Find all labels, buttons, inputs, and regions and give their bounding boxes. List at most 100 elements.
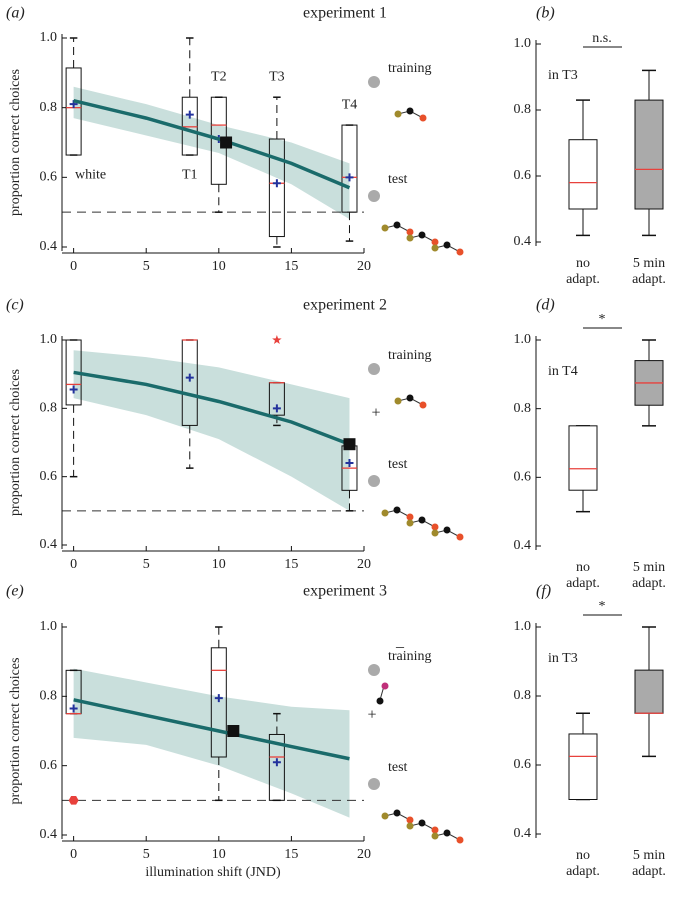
- schematic-dot: [381, 812, 389, 820]
- category-label: adapt.: [566, 576, 600, 591]
- x-axis-label: illumination shift (JND): [145, 865, 281, 880]
- category-label: no: [576, 560, 590, 575]
- fit-line: [73, 98, 351, 190]
- schematic-dot: [381, 682, 389, 690]
- box-label: T3: [269, 69, 285, 84]
- y-tick-label: 1.0: [40, 619, 58, 634]
- y-tick-label: 1.0: [40, 30, 58, 45]
- schematic-label: test: [388, 172, 408, 187]
- y-tick-label: 0.8: [40, 401, 58, 416]
- schematic-label: training: [388, 649, 432, 664]
- y-tick-label: 0.6: [40, 469, 58, 484]
- box-label: T1: [182, 167, 198, 182]
- schematic-dot: [456, 248, 464, 256]
- schematic-dot: [431, 826, 439, 834]
- schematic-dot: [406, 234, 414, 242]
- x-tick-label: 5: [143, 259, 150, 274]
- mean-marker: [272, 758, 281, 767]
- y-tick-label: 1.0: [514, 332, 532, 347]
- y-axis-label: proportion correct choices: [8, 69, 23, 216]
- schematic-dot: [406, 513, 414, 521]
- y-tick-label: 1.0: [40, 332, 58, 347]
- schematic-dot: [406, 822, 414, 830]
- schematic-dot: [443, 241, 451, 249]
- x-tick-label: 20: [357, 557, 371, 572]
- x-tick-label: 10: [212, 557, 226, 572]
- y-tick-label: 0.6: [514, 168, 532, 183]
- panel-title: experiment 3: [303, 583, 387, 600]
- schematic-dot: [431, 529, 439, 537]
- box: [268, 733, 285, 801]
- training-icon: [368, 76, 380, 88]
- schematic-dot: [376, 697, 384, 705]
- mean-marker: [69, 704, 78, 713]
- mean-marker: [272, 179, 281, 188]
- significance-label: *: [599, 599, 606, 614]
- box: [568, 425, 598, 491]
- outlier: [68, 796, 79, 805]
- schematic-symbol: +: [367, 707, 376, 724]
- y-tick-label: 0.8: [40, 689, 58, 704]
- schematic-dot: [406, 816, 414, 824]
- x-tick-label: 15: [284, 847, 298, 862]
- schematic-dot: [381, 509, 389, 517]
- note: in T4: [548, 364, 578, 379]
- schematic-dot: [418, 819, 426, 827]
- panel-title: experiment 1: [303, 5, 387, 22]
- schematic-label: training: [388, 348, 432, 363]
- box: [634, 669, 664, 714]
- x-tick-label: 15: [284, 557, 298, 572]
- note: in T3: [548, 651, 578, 666]
- schematic-dot: [443, 829, 451, 837]
- x-tick-label: 10: [212, 259, 226, 274]
- mean-marker: [272, 404, 281, 413]
- confidence-band: [73, 350, 350, 511]
- box-label: T4: [342, 97, 358, 112]
- panel: (e) experiment 3 proportion correct choice…: [6, 583, 464, 880]
- schematic-dot: [419, 114, 427, 122]
- y-tick-label: 0.4: [40, 239, 58, 254]
- outlier: [272, 335, 282, 345]
- y-tick-label: 0.6: [40, 170, 58, 185]
- fit-line: [73, 370, 351, 446]
- y-tick-label: 0.4: [514, 538, 532, 553]
- box: [341, 124, 358, 213]
- y-tick-label: 0.6: [40, 758, 58, 773]
- schematic-dot: [393, 221, 401, 229]
- training-icon: [368, 664, 380, 676]
- schematic-dot: [406, 228, 414, 236]
- schematic-dot: [431, 244, 439, 252]
- schematic-dot: [419, 401, 427, 409]
- y-tick-label: 1.0: [514, 36, 532, 51]
- mean-marker: [185, 373, 194, 382]
- y-tick-label: 0.4: [40, 827, 58, 842]
- category-label: adapt.: [566, 864, 600, 879]
- schematic-dot: [381, 224, 389, 232]
- schematic-dot: [431, 523, 439, 531]
- significance-label: n.s.: [592, 31, 611, 46]
- schematic-dot: [406, 394, 414, 402]
- panel: (a) experiment 1 proportion correct choice…: [6, 5, 464, 274]
- panel-letter: (b): [536, 5, 555, 22]
- y-axis-label: proportion correct choices: [8, 369, 23, 516]
- y-axis-label: proportion correct choices: [8, 658, 23, 805]
- panel-letter: (a): [6, 5, 25, 22]
- box: [268, 138, 285, 238]
- y-tick-label: 0.6: [514, 470, 532, 485]
- x-tick-label: 0: [70, 259, 77, 274]
- schematic-dot: [418, 516, 426, 524]
- reference-point: [343, 438, 356, 451]
- box: [634, 99, 664, 210]
- reference-point: [227, 725, 240, 737]
- box: [568, 139, 598, 210]
- category-label: no: [576, 848, 590, 863]
- schematic-label: test: [388, 760, 408, 775]
- schematic-dot: [431, 238, 439, 246]
- category-label: 5 min: [633, 560, 665, 575]
- category-label: no: [576, 256, 590, 271]
- panel: (c) experiment 2 proportion correct choice…: [6, 297, 464, 572]
- note: in T3: [548, 68, 578, 83]
- mean-marker: [345, 459, 354, 467]
- reference-point: [220, 136, 233, 149]
